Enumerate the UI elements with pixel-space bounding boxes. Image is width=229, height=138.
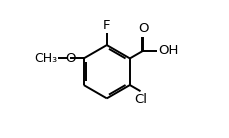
Text: O: O [65, 52, 75, 65]
Text: O: O [138, 22, 148, 35]
Text: F: F [103, 19, 110, 32]
Text: Cl: Cl [134, 93, 146, 106]
Text: CH₃: CH₃ [35, 52, 57, 65]
Text: OH: OH [157, 44, 177, 57]
